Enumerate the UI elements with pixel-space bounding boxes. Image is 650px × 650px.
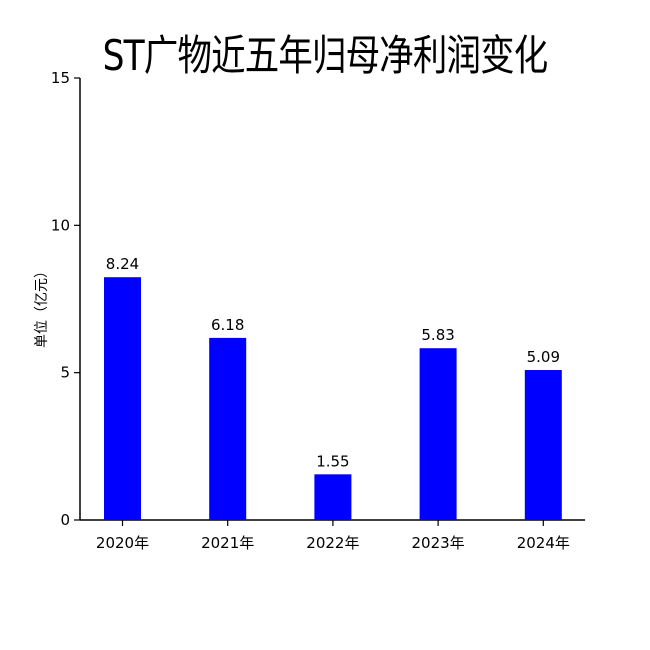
y-tick-label: 10 [51, 216, 70, 234]
x-tick-label: 2020年 [96, 534, 149, 552]
bar [314, 474, 352, 520]
y-axis-label: 单位（亿元） [34, 264, 50, 348]
bar [524, 370, 562, 520]
bar [419, 348, 457, 520]
y-tick-label: 0 [60, 511, 70, 529]
x-tick-label: 2021年 [201, 534, 254, 552]
y-tick-label: 15 [51, 69, 70, 87]
labels: 8.24 6.18 1.55 5.83 5.09 [106, 255, 560, 470]
bars [104, 277, 562, 520]
bar [209, 337, 247, 520]
bar [104, 277, 141, 520]
data-label: 8.24 [106, 255, 139, 273]
data-label: 5.09 [527, 348, 560, 366]
y-tick-label: 5 [60, 364, 70, 382]
x-tick-label: 2024年 [517, 534, 570, 552]
x-tick-label: 2023年 [412, 534, 465, 552]
chart-title: ST广物近五年归母净利润变化 [102, 31, 549, 80]
x-tick-label: 2022年 [306, 534, 359, 552]
data-label: 6.18 [211, 316, 244, 334]
data-label: 1.55 [316, 452, 349, 470]
data-label: 5.83 [421, 326, 454, 344]
